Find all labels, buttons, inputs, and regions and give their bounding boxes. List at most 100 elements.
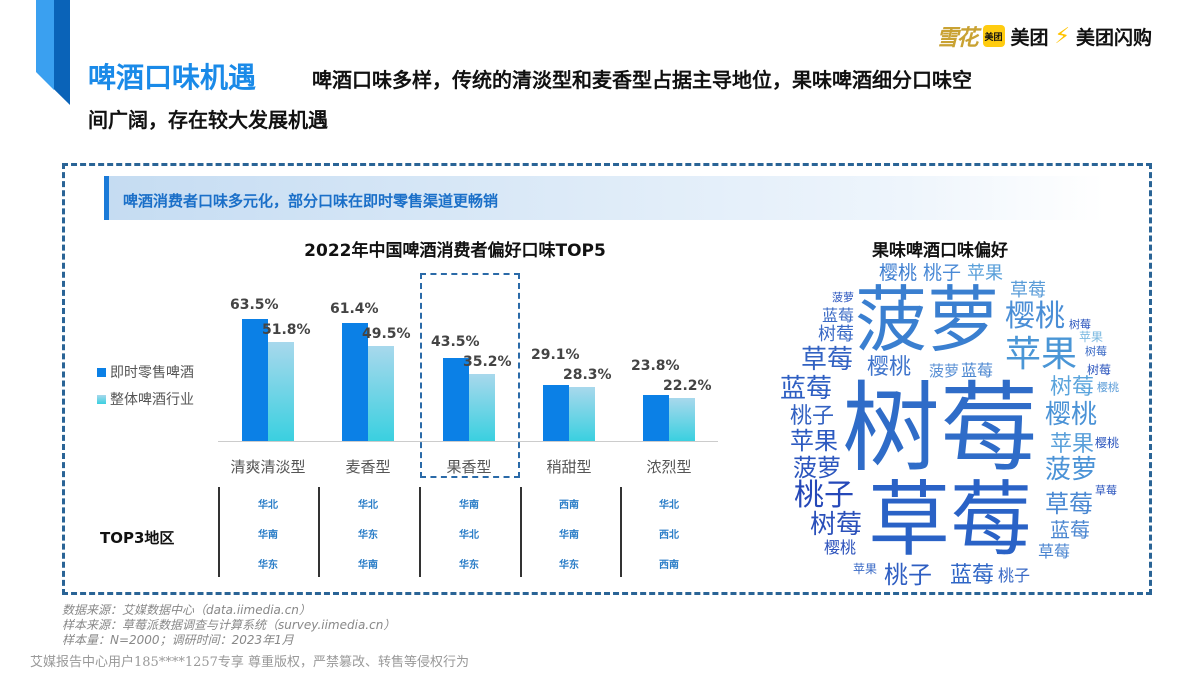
wordcloud-word: 树莓 [818, 324, 854, 345]
wordcloud-word: 树莓 [1069, 318, 1091, 331]
wordcloud-word: 草莓 [1038, 542, 1071, 561]
wordcloud-word: 树莓 [810, 510, 863, 540]
region-cell: 华南 [559, 530, 579, 541]
region-cell: 华南 [459, 500, 479, 511]
wordcloud-word: 苹果 [853, 562, 878, 576]
wordcloud-word: 苹果 [1079, 330, 1104, 344]
data-label-industry: 49.5% [362, 326, 411, 343]
data-label-retail: 63.5% [230, 297, 279, 314]
category-label: 果香型 [446, 458, 492, 476]
wordcloud-word: 草莓 [1045, 490, 1093, 518]
data-label-retail: 43.5% [431, 333, 480, 350]
column-divider [520, 487, 522, 577]
data-label-industry: 22.2% [663, 378, 712, 395]
region-cell: 华东 [459, 560, 479, 571]
source-note: 数据来源：艾媒数据中心（data.iimedia.cn） [62, 603, 311, 617]
content-frame [62, 163, 1152, 595]
category-label: 稍甜型 [546, 458, 592, 476]
region-cell: 华东 [559, 560, 579, 571]
wordcloud-title: 果味啤酒口味偏好 [872, 241, 1008, 261]
wordcloud-word: 樱桃 [824, 538, 857, 557]
accent-bar-light [36, 0, 54, 90]
region-cell: 西南 [659, 560, 679, 571]
region-cell: 华北 [459, 530, 479, 541]
top3-region-label: TOP3地区 [100, 529, 175, 547]
category-label: 清爽清淡型 [230, 458, 306, 476]
wordcloud-word: 桃子 [998, 566, 1031, 585]
wordcloud: 菠萝 树莓 草莓 樱桃 桃子 苹果 蓝莓 草莓 树莓 樱桃 草莓 苹果 蓝莓 樱桃 菠萝 蓝莓 树莓 桃子 樱桃 苹果… [780, 262, 1120, 592]
data-label-industry: 51.8% [262, 321, 311, 338]
wordcloud-word: 树莓 [1050, 375, 1095, 400]
bar-industry [569, 386, 595, 441]
wordcloud-word: 桃子 [884, 561, 932, 589]
region-cell: 华北 [659, 500, 679, 511]
region-cell: 华东 [258, 560, 278, 571]
wordcloud-word: 树莓 [1085, 345, 1107, 358]
legend-swatch [97, 367, 106, 377]
wordcloud-word: 草莓 [801, 345, 854, 375]
bar-retail [543, 385, 569, 441]
wordcloud-word: 树莓 [1087, 363, 1112, 377]
wordcloud-word: 苹果 [790, 427, 838, 455]
section-banner: 啤酒消费者口味多元化，部分口味在即时零售渠道更畅销 [104, 176, 1105, 220]
wordcloud-word: 苹果 [1050, 432, 1095, 457]
bar-retail [643, 395, 669, 441]
legend-item-industry: 整体啤酒行业 [97, 389, 194, 409]
wordcloud-word: 菠萝 [1045, 455, 1098, 485]
wordcloud-word: 樱桃 [879, 262, 918, 284]
region-cell: 华北 [358, 500, 378, 511]
snow-beer-logo: 雪花 [936, 25, 979, 51]
brand-logos: 雪花 美团 美团 ⚡ 美团闪购 [937, 20, 1153, 52]
page-title: 啤酒口味机遇 [88, 61, 257, 94]
wordcloud-word: 蓝莓 [822, 306, 855, 325]
wordcloud-word: 菠萝 [855, 278, 1000, 362]
sample-source-note: 样本来源：草莓派数据调查与计算系统（survey.iimedia.cn） [62, 618, 396, 632]
wordcloud-word: 樱桃 [1045, 400, 1098, 430]
legend-label: 即时零售啤酒 [110, 365, 194, 381]
column-divider [318, 487, 320, 577]
lightning-icon: ⚡ [1054, 23, 1070, 49]
accent-bar-dark [54, 0, 70, 105]
region-cell: 华南 [358, 560, 378, 571]
data-label-retail: 23.8% [631, 358, 680, 375]
chart-title: 2022年中国啤酒消费者偏好口味TOP5 [304, 241, 606, 261]
wordcloud-word: 苹果 [1005, 334, 1078, 375]
legend-item-retail: 即时零售啤酒 [97, 362, 194, 382]
data-label-industry: 28.3% [563, 366, 612, 383]
wordcloud-word: 樱桃 [867, 355, 912, 380]
legend-label: 整体啤酒行业 [110, 392, 194, 408]
wordcloud-word: 草莓 [1095, 484, 1117, 497]
wordcloud-word: 菠萝 [929, 362, 960, 380]
x-axis [218, 441, 718, 442]
meituan-flash-logo-text: 美团闪购 [1075, 26, 1152, 49]
data-label-industry: 35.2% [463, 353, 512, 370]
bar-industry [669, 398, 695, 441]
wordcloud-word: 蓝莓 [1050, 518, 1090, 542]
region-cell: 华南 [258, 530, 278, 541]
wordcloud-word: 桃子 [794, 478, 854, 513]
region-cell: 华北 [258, 500, 278, 511]
data-label-retail: 29.1% [531, 346, 580, 363]
wordcloud-word: 菠萝 [793, 454, 841, 482]
wordcloud-word: 草莓 [868, 473, 1033, 568]
bar-industry [469, 373, 495, 441]
wordcloud-word: 蓝莓 [950, 563, 995, 588]
region-cell: 西南 [559, 500, 579, 511]
wordcloud-word: 樱桃 [1095, 436, 1120, 450]
category-label: 麦香型 [345, 458, 391, 476]
highlight-box [420, 273, 520, 478]
wordcloud-word: 桃子 [923, 262, 962, 284]
meituan-logo-text: 美团 [1010, 26, 1049, 49]
meituan-logo-icon: 美团 [982, 25, 1005, 47]
wordcloud-word: 树莓 [842, 372, 1039, 486]
page-subtitle-line1: 啤酒口味多样，传统的清淡型和麦香型占据主导地位，果味啤酒细分口味空 [312, 68, 972, 92]
wordcloud-word: 草莓 [1010, 280, 1046, 301]
column-divider [419, 487, 421, 577]
region-cell: 华东 [358, 530, 378, 541]
wordcloud-word: 蓝莓 [780, 374, 833, 404]
data-label-retail: 61.4% [330, 301, 379, 318]
bar-retail [342, 323, 368, 441]
wordcloud-word: 桃子 [790, 404, 835, 429]
wordcloud-word: 蓝莓 [961, 361, 994, 380]
wordcloud-word: 菠萝 [832, 291, 854, 304]
